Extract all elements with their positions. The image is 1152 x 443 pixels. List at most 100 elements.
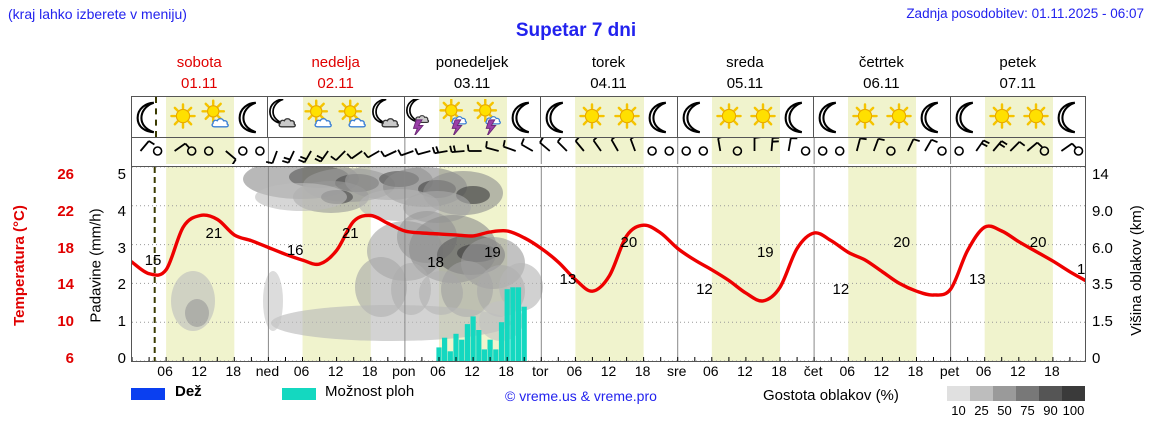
day-name: torek xyxy=(591,54,626,71)
precip-bar xyxy=(510,287,516,361)
icon-day-cell-4 xyxy=(678,97,815,137)
hour-label-24: 06 xyxy=(975,363,992,379)
wind-barb-shaft xyxy=(787,138,792,152)
weather-icon-moon xyxy=(507,99,541,135)
daylight-band-chart-5 xyxy=(848,167,917,361)
day-header-1: nedelja 02.11 xyxy=(267,52,403,94)
precipitation-tick-3: 2 xyxy=(117,276,126,294)
wind-barb-shaft xyxy=(335,150,346,161)
wind-barb-feather xyxy=(539,138,544,144)
precipitation-tick-1: 4 xyxy=(117,202,126,220)
weather-icon-moon xyxy=(951,99,985,135)
cloudheight-tick-3: 3.5 xyxy=(1092,276,1113,294)
temperature-tick-4: 10 xyxy=(57,313,74,331)
hour-label-20: 06 xyxy=(839,363,856,379)
daylight-band-wind-4 xyxy=(711,138,781,164)
weather-icon-sun xyxy=(985,99,1019,135)
cloud-density-step-3 xyxy=(1016,386,1039,401)
hour-label-7: pon xyxy=(392,363,416,379)
wind-barb-shaft xyxy=(434,150,448,155)
wind-barb-feather xyxy=(520,138,525,145)
precip-bar xyxy=(464,324,470,361)
cloud-density-step-1 xyxy=(970,386,993,401)
weather-icon-sun xyxy=(882,99,916,135)
wind-barb-feather xyxy=(983,139,990,145)
precip-bar xyxy=(453,333,459,361)
wind-calm-symbol xyxy=(186,146,197,156)
weather-icon-sun-cloud xyxy=(337,99,371,135)
temperature-value-label: 16 xyxy=(286,242,304,259)
day-name: nedelja xyxy=(311,54,360,71)
wind-barb-shaft xyxy=(924,139,933,152)
weather-icon-moon xyxy=(132,99,166,135)
day-header-6: petek 07.11 xyxy=(950,52,1086,94)
wind-barb-shaft xyxy=(174,142,186,152)
wind-barb-feather xyxy=(610,138,616,141)
precipitation-bars xyxy=(436,287,527,361)
hour-label-0: 06 xyxy=(157,363,173,379)
wind-barb-shaft xyxy=(287,150,295,164)
rain-legend-label: Dež xyxy=(175,383,202,400)
wind-barb-feather xyxy=(485,141,488,148)
day-header-3: torek 04.11 xyxy=(540,52,676,94)
precip-bar xyxy=(459,339,465,361)
precip-bar xyxy=(442,337,448,361)
weather-icon-moon xyxy=(916,99,950,135)
wind-barb-feather xyxy=(1036,141,1043,148)
wind-calm-symbol xyxy=(681,146,692,156)
wind-barb-shaft xyxy=(1009,141,1021,152)
cloud-density-tick-2: 50 xyxy=(997,403,1012,418)
temperature-value-label: 15 xyxy=(144,251,162,269)
wind-barb-feather xyxy=(148,140,155,146)
temperature-value-label: 21 xyxy=(341,224,359,242)
wind-barb-feather xyxy=(282,160,289,164)
weather-icon-moon-cloud xyxy=(268,98,302,135)
temperature-value-label: 14 xyxy=(1076,261,1086,279)
temperature-value-label: 19 xyxy=(756,243,774,261)
wind-barb-feather xyxy=(298,158,305,164)
wind-barb-feather xyxy=(316,154,324,160)
cloud-density-step-0 xyxy=(947,386,970,401)
wind-calm-symbol xyxy=(817,146,828,156)
chart-svg xyxy=(132,167,1085,361)
wind-barb-feather xyxy=(878,138,885,141)
weather-icon-sun-cloud xyxy=(200,99,234,135)
temperature-tick-1: 22 xyxy=(57,202,74,220)
icon-day-cell-0 xyxy=(132,97,269,137)
wind-barb-feather xyxy=(449,145,453,153)
hour-label-5: 12 xyxy=(327,363,344,379)
wind-calm-symbol xyxy=(698,146,709,156)
wind-barb-feather xyxy=(1001,140,1008,146)
precipitation-axis-title-text: Padavine (mm/h) xyxy=(87,207,105,323)
wind-barb-shaft xyxy=(271,150,278,164)
weather-icon-moon xyxy=(644,99,678,135)
hour-label-14: 18 xyxy=(634,363,651,379)
wind-calm-symbol xyxy=(255,146,265,156)
cloud-density-tick-1: 25 xyxy=(974,403,989,418)
temperature-value-label: 19 xyxy=(484,243,501,261)
day-header-5: četrtek 06.11 xyxy=(813,52,949,94)
wind-barb-feather xyxy=(380,150,386,157)
weather-icon-sun xyxy=(610,99,644,135)
wind-barb-shaft xyxy=(485,146,499,152)
showers-legend-label: Možnost ploh xyxy=(325,383,415,400)
forecast-chart: 15 21 16 21 18 19 13 20 12 19 12 20 13 20 14 xyxy=(131,166,1086,362)
day-name: ponedeljek xyxy=(435,54,509,71)
day-date: 02.11 xyxy=(317,75,354,92)
wind-barb-shaft xyxy=(319,150,329,163)
wind-barb-shaft xyxy=(610,139,619,152)
daylight-band-chart-6 xyxy=(984,167,1053,361)
wind-barb-shaft xyxy=(770,138,774,152)
wind-barb-shaft xyxy=(451,150,465,153)
copyright-link[interactable]: © vreme.us & vreme.pro xyxy=(505,388,657,404)
weather-icon-moon xyxy=(780,99,814,135)
icon-day-cell-1 xyxy=(268,97,405,137)
current-time-marker xyxy=(154,97,157,137)
hour-label-8: 06 xyxy=(430,363,446,379)
wind-barb-shaft xyxy=(503,145,517,152)
precip-bar xyxy=(515,287,522,361)
temperature-tick-0: 26 xyxy=(57,166,74,183)
wind-barb-feather xyxy=(435,146,440,153)
precip-bar xyxy=(498,322,505,361)
temperature-value-label: 18 xyxy=(427,253,444,271)
